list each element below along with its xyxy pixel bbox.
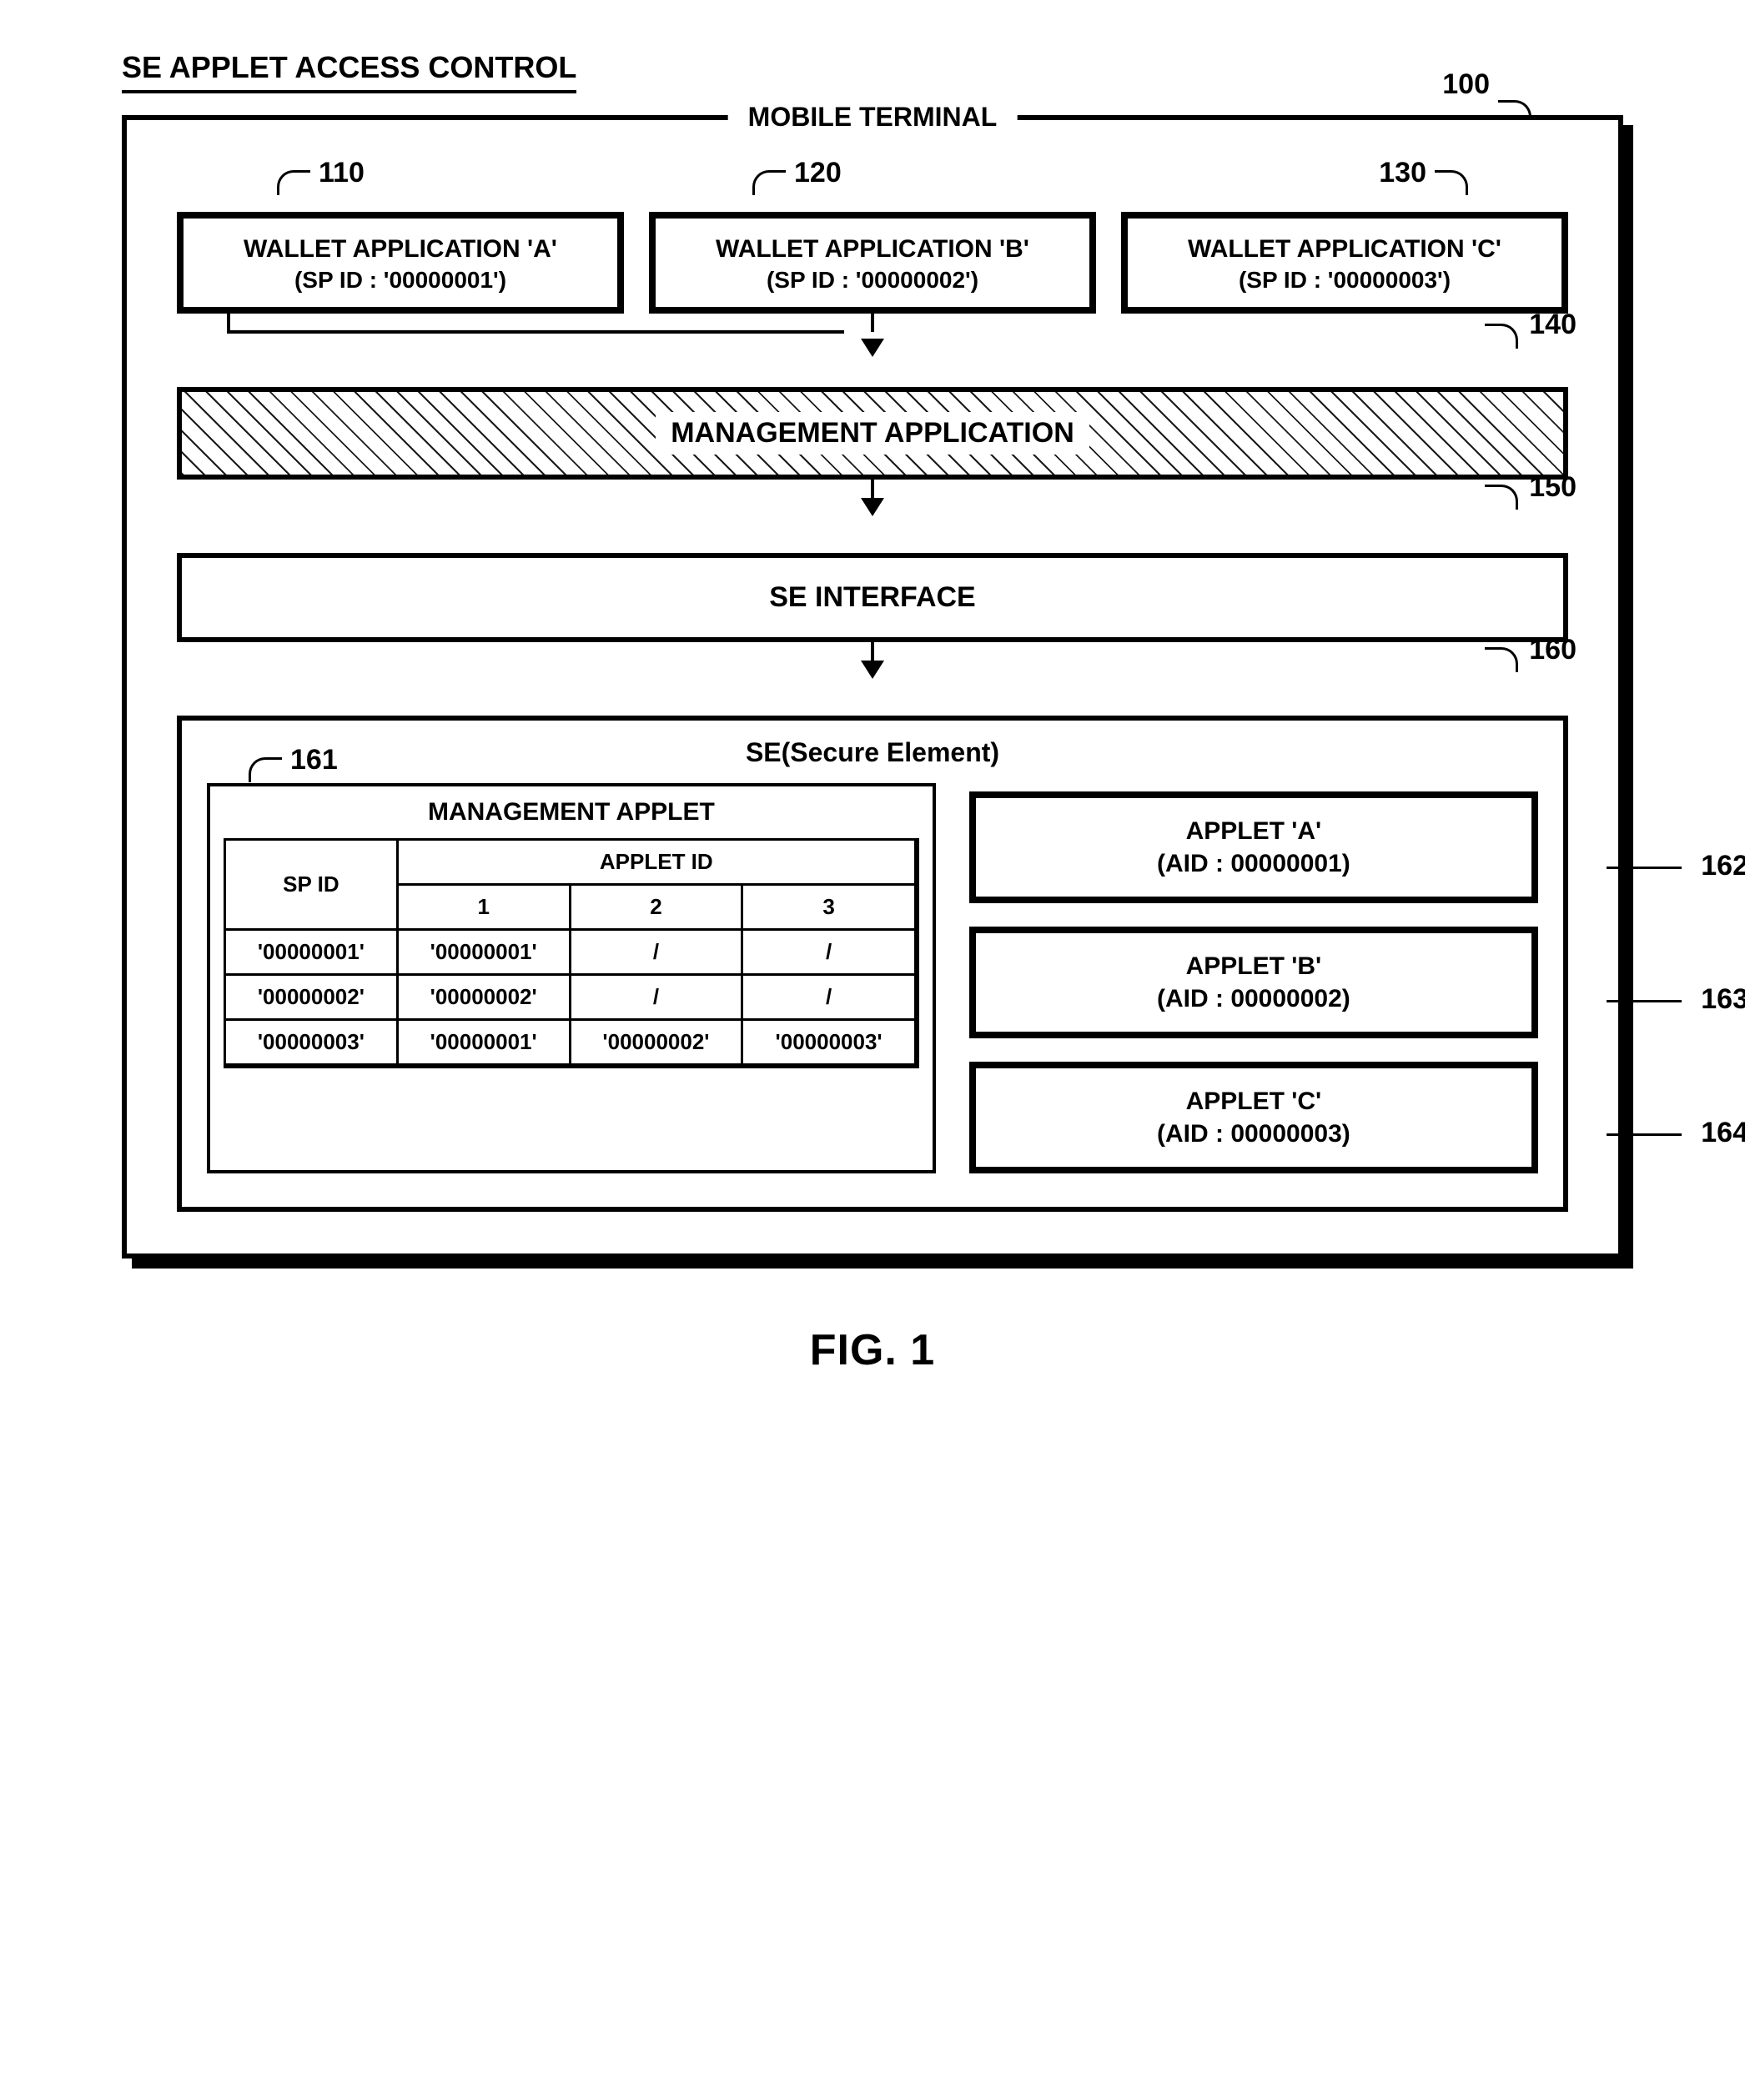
ref-161: 161 — [290, 744, 338, 776]
applets-column: APPLET 'A' (AID : 00000001) APPLET 'B' (… — [969, 783, 1538, 1173]
wallet-row: WALLET APPLICATION 'A' (SP ID : '0000000… — [177, 212, 1568, 314]
mobile-terminal-box: MOBILE TERMINAL 110 120 130 WALLET APPLI… — [122, 115, 1623, 1258]
management-applet-box: MANAGEMENT APPLET SP ID APPLET ID 1 2 3 — [207, 783, 936, 1173]
table-row: '00000003' '00000001' '00000002' '000000… — [225, 1020, 917, 1067]
ref-120: 120 — [794, 157, 842, 189]
ref-150: 150 — [1529, 471, 1577, 504]
wallet-c-sub: (SP ID : '00000003') — [1134, 267, 1555, 294]
applet-a-sub: (AID : 00000001) — [984, 847, 1523, 880]
ref-line-163 — [1607, 1000, 1682, 1002]
th-col-1: 1 — [397, 885, 570, 930]
management-application-label: MANAGEMENT APPLICATION — [656, 412, 1089, 455]
th-col-2: 2 — [570, 885, 742, 930]
applet-b-sub: (AID : 00000002) — [984, 982, 1523, 1015]
applet-c: APPLET 'C' (AID : 00000003) — [969, 1062, 1538, 1173]
management-application-box: MANAGEMENT APPLICATION — [177, 387, 1568, 480]
ref-140: 140 — [1529, 309, 1577, 341]
wallet-b-sub: (SP ID : '00000002') — [662, 267, 1083, 294]
wallet-a-sub: (SP ID : '00000001') — [190, 267, 611, 294]
ref-160: 160 — [1529, 634, 1577, 666]
arrow-seif-se — [177, 642, 1568, 679]
wallet-c-title: WALLET APPLICATION 'C' — [1134, 232, 1555, 267]
ref-110: 110 — [319, 157, 365, 189]
se-interface-box: SE INTERFACE — [177, 553, 1568, 642]
wallet-a: WALLET APPLICATION 'A' (SP ID : '0000000… — [177, 212, 624, 314]
ref-hook-110 — [277, 170, 310, 195]
ref-130: 130 — [1379, 157, 1426, 189]
table-row: '00000001' '00000001' / / — [225, 930, 917, 975]
table-row: '00000002' '00000002' / / — [225, 975, 917, 1020]
ref-164: 164 — [1701, 1117, 1745, 1149]
wallet-b: WALLET APPLICATION 'B' (SP ID : '0000000… — [649, 212, 1096, 314]
mobile-terminal-label: MOBILE TERMINAL — [728, 102, 1018, 133]
ref-hook-130 — [1435, 170, 1468, 195]
wallet-b-title: WALLET APPLICATION 'B' — [662, 232, 1083, 267]
title: SE APPLET ACCESS CONTROL — [122, 50, 576, 93]
arrow-mgmt-seif — [177, 480, 1568, 516]
wallet-c: WALLET APPLICATION 'C' (SP ID : '0000000… — [1121, 212, 1568, 314]
th-col-3: 3 — [742, 885, 917, 930]
applet-c-title: APPLET 'C' — [984, 1085, 1523, 1118]
applet-a: APPLET 'A' (AID : 00000001) — [969, 791, 1538, 903]
th-appletid: APPLET ID — [397, 840, 917, 885]
ref-162: 162 — [1701, 850, 1745, 882]
figure-label: FIG. 1 — [122, 1325, 1623, 1375]
management-applet-title: MANAGEMENT APPLET — [224, 798, 919, 826]
applet-b-title: APPLET 'B' — [984, 950, 1523, 982]
applet-b: APPLET 'B' (AID : 00000002) — [969, 927, 1538, 1038]
diagram: SE APPLET ACCESS CONTROL 100 MOBILE TERM… — [122, 50, 1623, 1375]
applet-a-title: APPLET 'A' — [984, 815, 1523, 847]
ref-hook-161 — [249, 757, 282, 782]
ref-100: 100 — [1442, 68, 1490, 101]
ref-line-162 — [1607, 867, 1682, 869]
ref-line-164 — [1607, 1133, 1682, 1136]
applet-c-sub: (AID : 00000003) — [984, 1118, 1523, 1150]
wallet-a-title: WALLET APPLICATION 'A' — [190, 232, 611, 267]
se-interface-label: SE INTERFACE — [769, 581, 975, 613]
th-spid: SP ID — [225, 840, 398, 930]
ref-hook-120 — [752, 170, 786, 195]
secure-element-label: SE(Secure Element) — [207, 737, 1538, 768]
ref-hook-140 — [1485, 324, 1518, 349]
permission-table: SP ID APPLET ID 1 2 3 '00000001' — [224, 838, 919, 1068]
ref-163: 163 — [1701, 983, 1745, 1016]
secure-element-box: SE(Secure Element) 161 MANAGEMENT APPLET… — [177, 716, 1568, 1212]
